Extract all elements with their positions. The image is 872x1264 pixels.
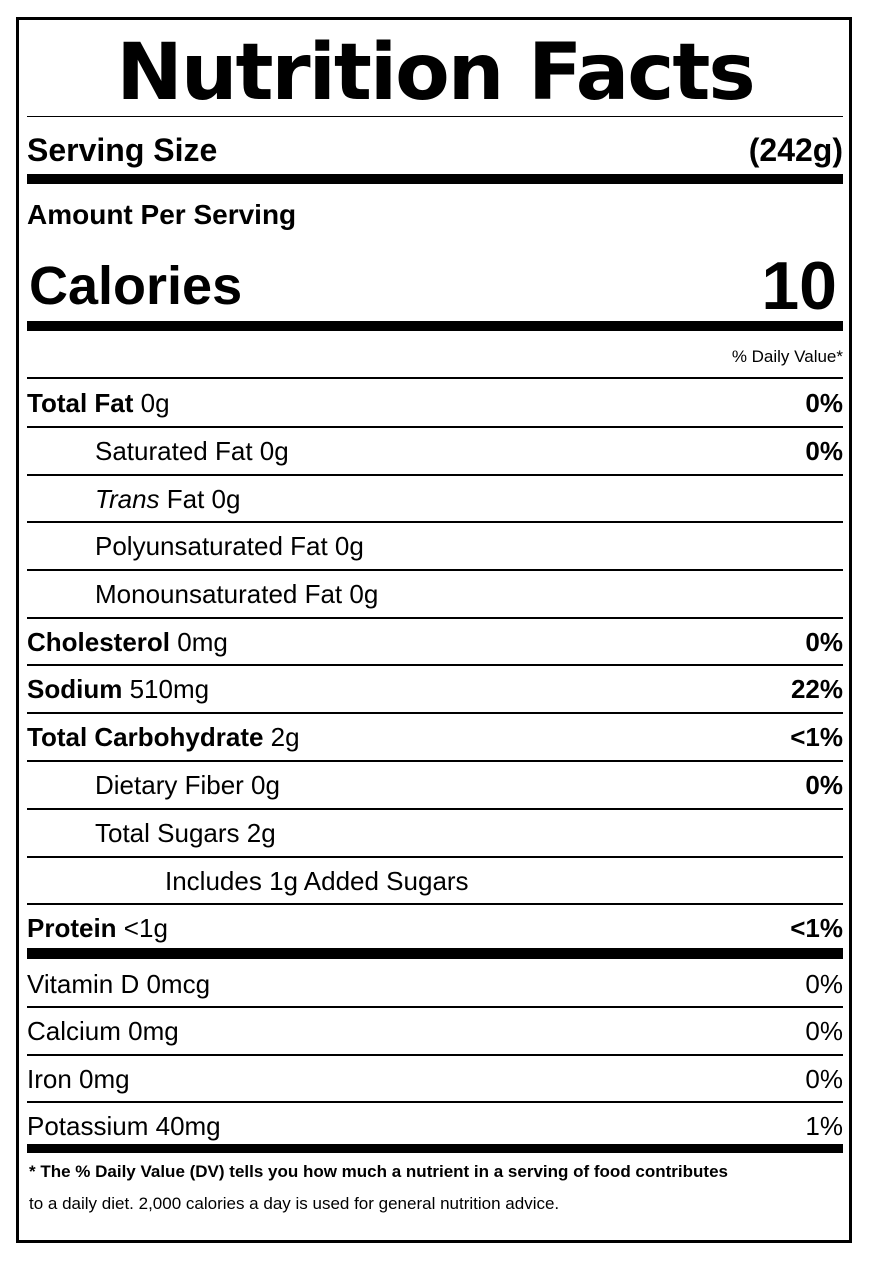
divider [27,426,843,428]
thick-divider [27,1144,843,1153]
dietary-fiber-name: Dietary Fiber 0g [95,769,280,800]
vitamin-row: Vitamin D 0mcg 0% [27,961,843,1007]
footnote: * The % Daily Value (DV) tells you how m… [29,1156,843,1220]
thick-divider [27,321,843,331]
protein-row: Protein <1g <1% [27,905,843,951]
total-carbohydrate-amount: 2g [263,721,300,752]
total-sugars-row: Total Sugars 2g [27,810,843,856]
daily-value-header: % Daily Value* [731,347,843,366]
divider [27,116,843,117]
protein-amount: <1g [116,912,168,943]
calories-row: Calories 10 [27,246,843,326]
footnote-line-2: to a daily diet. 2,000 calories a day is… [29,1194,560,1213]
cholesterol-row: Cholesterol 0mg 0% [27,619,843,665]
divider [27,377,843,379]
total-fat-row: Total Fat 0g 0% [27,380,843,426]
daily-value-header-row: % Daily Value* [27,344,843,370]
added-sugars-row: Includes 1g Added Sugars [27,858,843,904]
protein-dv: <1% [790,912,843,943]
divider [27,569,843,571]
vitamin-dv: 0% [805,1063,843,1094]
total-sugars-name: Total Sugars 2g [95,817,276,848]
dietary-fiber-dv: 0% [805,769,843,800]
vitamin-name: Iron 0mg [27,1063,130,1094]
divider [27,760,843,762]
vitamin-name: Potassium 40mg [27,1110,221,1141]
total-carbohydrate-dv: <1% [790,721,843,752]
vitamin-row: Calcium 0mg 0% [27,1008,843,1054]
amount-per-serving-label: Amount Per Serving [27,199,297,230]
sodium-amount: 510mg [122,673,210,704]
thick-divider [27,948,843,959]
divider [27,856,843,858]
label-title: Nutrition Facts [116,28,755,118]
vitamin-row: Iron 0mg 0% [27,1056,843,1102]
divider [27,1006,843,1008]
added-sugars-name: Includes 1g Added Sugars [165,865,469,896]
cholesterol-name: Cholesterol [27,626,171,657]
divider [27,712,843,714]
total-carbohydrate-name: Total Carbohydrate [27,721,264,752]
serving-size-label: Serving Size [27,131,218,168]
total-carbohydrate-row: Total Carbohydrate 2g <1% [27,714,843,760]
calories-label: Calories [29,256,243,316]
divider [27,664,843,666]
saturated-fat-row: Saturated Fat 0g 0% [27,428,843,474]
cholesterol-amount: 0mg [170,626,228,657]
polyunsaturated-fat-name: Polyunsaturated Fat 0g [95,530,364,561]
vitamin-dv: 0% [805,1015,843,1046]
trans-fat-italic: Trans [95,483,160,514]
divider [27,808,843,810]
calories-value: 10 [761,248,837,324]
serving-size-row: Serving Size (242g) [27,130,843,170]
sodium-dv: 22% [790,673,843,704]
trans-fat-row: Trans Fat 0g [27,476,843,522]
serving-size-value: (242g) [748,131,843,168]
divider [27,1054,843,1056]
amount-per-serving-row: Amount Per Serving [27,195,843,235]
vitamin-row: Potassium 40mg 1% [27,1103,843,1149]
sodium-row: Sodium 510mg 22% [27,666,843,712]
trans-fat-amount: Fat 0g [159,483,241,514]
divider [27,521,843,523]
cholesterol-dv: 0% [805,626,843,657]
footnote-line-1: * The % Daily Value (DV) tells you how m… [29,1162,728,1181]
nutrition-facts-label: Nutrition Facts Serving Size (242g) Amou… [16,17,852,1243]
vitamin-name: Vitamin D 0mcg [27,968,211,999]
sodium-name: Sodium [27,673,123,704]
vitamin-dv: 0% [805,968,843,999]
vitamin-name: Calcium 0mg [27,1015,179,1046]
vitamin-dv: 1% [805,1110,843,1141]
total-fat-amount: 0g [133,387,170,418]
monounsaturated-fat-row: Monounsaturated Fat 0g [27,571,843,617]
saturated-fat-name: Saturated Fat 0g [95,435,289,466]
total-fat-dv: 0% [805,387,843,418]
monounsaturated-fat-name: Monounsaturated Fat 0g [95,578,379,609]
divider [27,474,843,476]
divider [27,1101,843,1103]
dietary-fiber-row: Dietary Fiber 0g 0% [27,762,843,808]
saturated-fat-dv: 0% [805,435,843,466]
divider [27,903,843,905]
total-fat-name: Total Fat [27,387,134,418]
protein-name: Protein [27,912,117,943]
thick-divider [27,174,843,184]
polyunsaturated-fat-row: Polyunsaturated Fat 0g [27,523,843,569]
divider [27,617,843,619]
